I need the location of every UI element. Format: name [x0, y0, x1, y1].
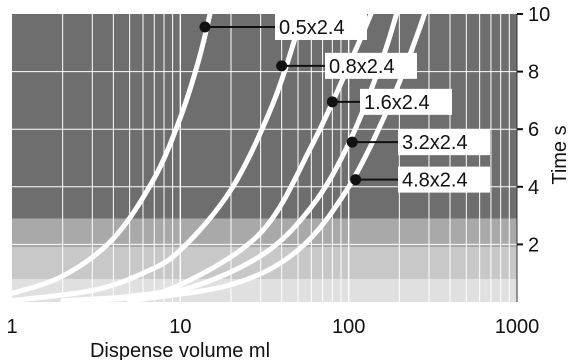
y-tick-label: 2 [528, 234, 539, 256]
callout-label: 1.6x2.4 [364, 92, 430, 114]
callout-label: 0.5x2.4 [279, 17, 345, 39]
y-tick-label: 10 [528, 4, 550, 26]
series-marker [326, 96, 338, 108]
callout-label: 3.2x2.4 [402, 132, 468, 154]
series-curve-1 [12, 14, 305, 302]
callout-label: 4.8x2.4 [402, 170, 468, 192]
callout-label-box [398, 166, 490, 193]
callout-3: 3.2x2.4 [346, 129, 490, 156]
x-tick-label: 1000 [495, 316, 540, 338]
series-marker [346, 136, 358, 148]
background-band-2 [12, 218, 517, 248]
series-marker [276, 60, 288, 72]
axes: 2 4 6 8 10 1 10 100 1000 [6, 4, 550, 338]
callout-label: 0.8x2.4 [329, 56, 395, 78]
callout-0: 0.5x2.4 [199, 13, 367, 40]
grid-lines [12, 14, 517, 302]
callout-label-box [275, 13, 367, 40]
y-axis-title: Time s [549, 125, 571, 184]
callout-2: 1.6x2.4 [326, 88, 452, 115]
callout-4: 4.8x2.4 [350, 166, 490, 193]
callout-1: 0.8x2.4 [276, 52, 417, 79]
x-tick-label: 1 [6, 316, 17, 338]
callout-label-box [325, 52, 417, 79]
background-bands [12, 14, 517, 302]
series-marker [199, 21, 211, 33]
y-tick-label: 4 [528, 177, 539, 199]
x-axis-title: Dispense volume ml [90, 340, 270, 360]
callout-label-box [360, 88, 452, 115]
series-curve-0 [12, 14, 213, 296]
series-curves [12, 14, 428, 302]
y-tick-label: 6 [528, 119, 539, 141]
series-callouts: 0.5x2.4 0.8x2.4 1.6x2.4 3.2x2.4 4.8x2.4 [199, 13, 490, 193]
series-marker [350, 174, 362, 186]
y-tick-label: 8 [528, 62, 539, 84]
x-tick-label: 100 [332, 316, 365, 338]
series-curve-4 [127, 14, 428, 302]
callout-label-box [398, 129, 490, 156]
x-tick-label: 10 [169, 316, 191, 338]
